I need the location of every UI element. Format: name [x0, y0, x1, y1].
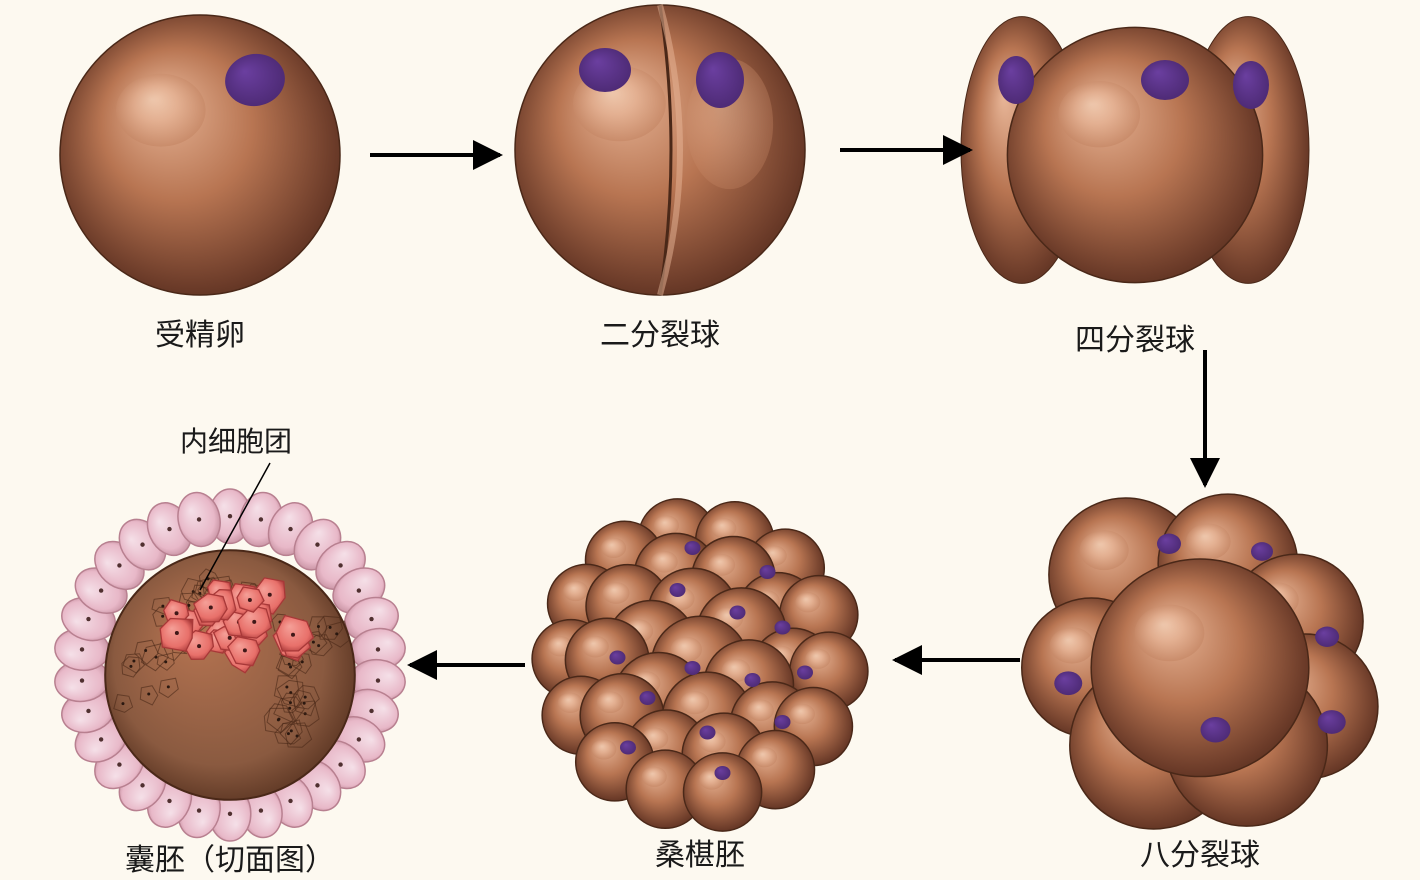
label-morula: 桑椹胚 [550, 830, 850, 874]
callout-icm: 内细胞团 [180, 420, 292, 460]
label-two-cell: 二分裂球 [510, 310, 810, 354]
label-blastocyst: 囊胚（切面图） [80, 835, 380, 879]
label-four-cell: 四分裂球 [985, 315, 1285, 359]
stage-eight-cell [1022, 494, 1378, 829]
stage-zygote [60, 15, 340, 295]
stage-blastocyst [53, 463, 407, 841]
stage-four-cell [961, 17, 1309, 284]
label-zygote: 受精卵 [50, 310, 350, 354]
stage-two-cell [515, 5, 805, 295]
label-eight-cell: 八分裂球 [1050, 830, 1350, 874]
stage-morula [532, 499, 868, 831]
